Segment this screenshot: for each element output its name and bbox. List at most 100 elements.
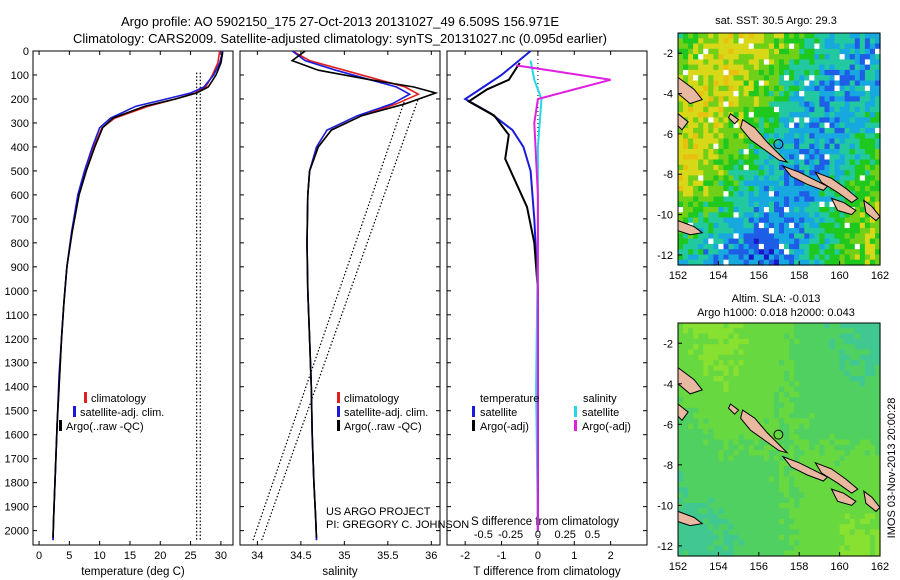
map-cell [844, 333, 851, 340]
map-cell [768, 413, 775, 419]
map-cell [753, 381, 760, 388]
map-cell [794, 249, 800, 256]
map-cell [728, 397, 735, 403]
map-cell [713, 101, 719, 108]
map-cell [819, 497, 825, 504]
map-cell [844, 254, 851, 261]
map-cell [723, 381, 730, 388]
map-cell [688, 508, 694, 515]
map-cell [875, 413, 881, 419]
map-cell [794, 428, 800, 435]
map-cell [819, 460, 825, 467]
map-cell [693, 185, 699, 192]
map-cell [693, 112, 699, 118]
map-cell [839, 349, 846, 356]
map-cell [829, 85, 836, 92]
map-cell [875, 249, 881, 256]
map-cell [753, 370, 760, 377]
map-cell [844, 170, 851, 176]
map-cell [804, 138, 810, 145]
map-cell [834, 122, 841, 129]
map-cell [738, 540, 745, 546]
map-cell [768, 487, 775, 494]
map-cell [698, 407, 704, 414]
map-cell [809, 349, 815, 356]
map-cell [875, 170, 881, 176]
map-cell [713, 508, 719, 515]
y-tick-label: 2000 [5, 526, 29, 538]
map-cell [683, 365, 689, 372]
map-cell [743, 159, 750, 166]
map-cell [733, 450, 740, 456]
map-x-tick-label: 154 [709, 270, 727, 282]
map-cell [824, 524, 831, 531]
map-cell [698, 370, 704, 377]
map-cell [768, 423, 775, 430]
map-cell [784, 175, 790, 182]
map-cell [733, 460, 740, 467]
map-cell [698, 508, 704, 515]
map-cell [799, 529, 805, 536]
legend-argo: Argo(..raw -QC) [66, 421, 144, 433]
map-cell [718, 365, 724, 372]
map-cell [723, 550, 730, 557]
map-cell [708, 413, 714, 419]
map-cell [758, 513, 765, 520]
map-cell [779, 170, 785, 176]
map-cell [844, 159, 851, 166]
map-cell [829, 54, 836, 60]
map-cell [723, 338, 730, 345]
map-cell [779, 524, 785, 531]
map-cell [678, 201, 684, 208]
map-cell [864, 170, 871, 176]
map-cell [713, 434, 719, 441]
map-cell [748, 233, 755, 240]
map-cell [698, 529, 704, 536]
map-cell [854, 59, 861, 66]
map-cell [763, 91, 770, 97]
map-cell [809, 413, 815, 419]
map-cell [809, 391, 815, 398]
map-cell [834, 191, 841, 198]
map-cell [738, 434, 745, 441]
map-cell [763, 476, 770, 483]
map-cell [779, 376, 785, 382]
map-cell [834, 75, 841, 82]
map-cell [839, 402, 846, 409]
map-cell [733, 487, 740, 494]
map-cell [718, 80, 724, 87]
map-cell [763, 376, 770, 382]
map-cell [683, 185, 689, 192]
series-argo-raw-qc- [52, 52, 224, 538]
map-cell [693, 33, 699, 39]
map-cell [774, 249, 780, 256]
map-cell [875, 455, 881, 462]
map-cell [849, 402, 856, 409]
map-cell [728, 254, 735, 261]
map-cell [693, 143, 699, 150]
map-cell [814, 481, 820, 488]
map-cell [849, 238, 856, 245]
map-cell [844, 143, 851, 150]
map-cell [844, 370, 851, 377]
map-cell [849, 423, 856, 430]
map-cell [789, 391, 795, 398]
map-cell [723, 492, 730, 499]
map-cell [859, 138, 866, 145]
map-cell [703, 540, 709, 546]
map-cell [698, 238, 704, 245]
map-cell [748, 143, 755, 150]
map-cell [733, 476, 740, 483]
map-cell [748, 428, 755, 435]
map-cell [733, 170, 740, 176]
map-cell [713, 143, 719, 150]
map-cell [774, 492, 780, 499]
map-cell [839, 323, 846, 329]
map-cell [774, 138, 780, 145]
map-cell [814, 503, 820, 509]
map-cell [859, 354, 866, 361]
map-cell [763, 127, 770, 134]
map-cell [763, 191, 770, 198]
map-cell [738, 91, 745, 97]
map-cell [723, 101, 730, 108]
